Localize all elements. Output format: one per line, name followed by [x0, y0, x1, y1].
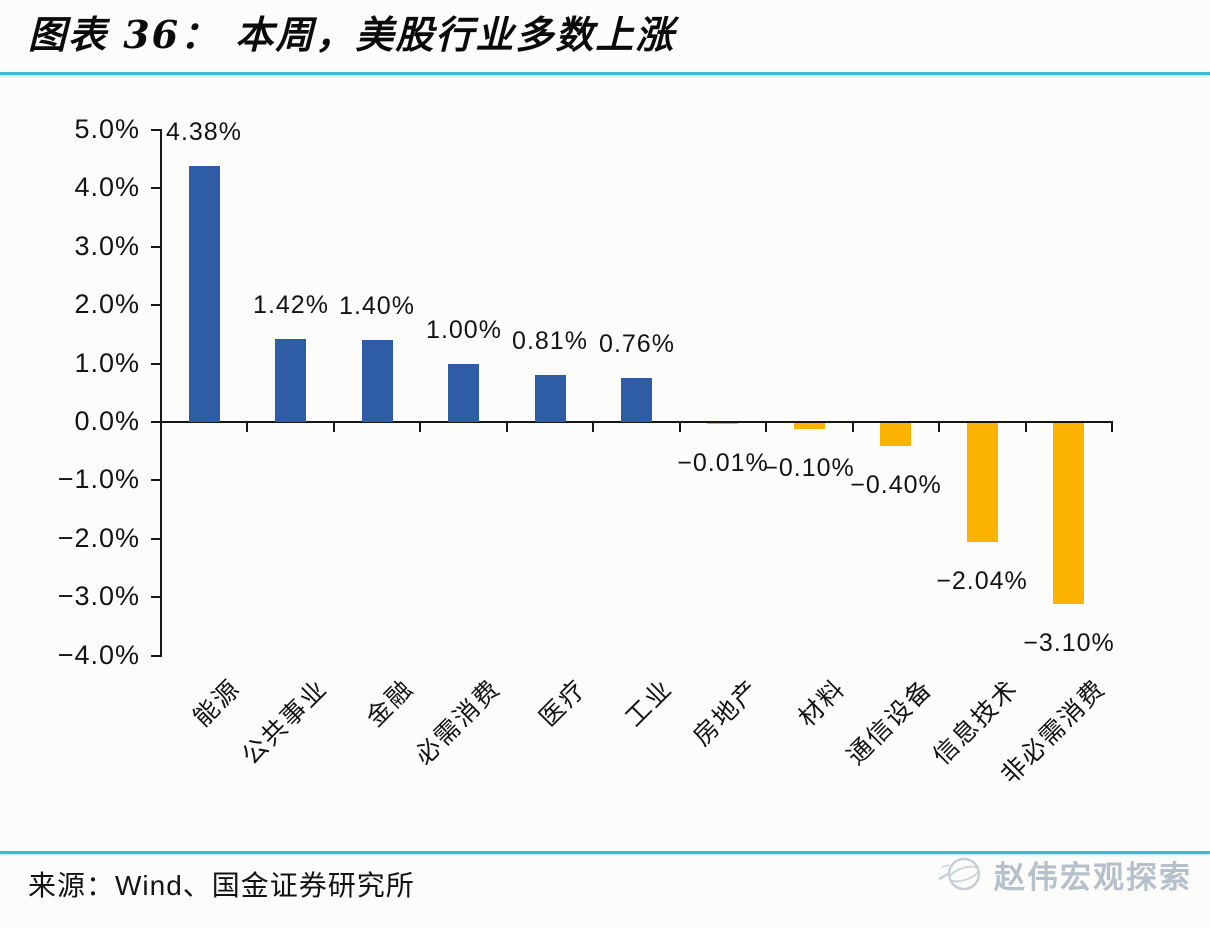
value-label-consumer-discretionary: −3.10%	[1023, 629, 1115, 657]
y-axis-tick	[151, 187, 160, 190]
y-tick-label: 2.0%	[74, 289, 140, 320]
value-label-materials: −0.10%	[763, 454, 855, 482]
x-axis-zero-line	[160, 421, 1113, 423]
category-label-industrials: 工业	[620, 674, 679, 733]
value-label-industrials: 0.76%	[599, 330, 675, 358]
value-label-real-estate: −0.01%	[677, 449, 769, 477]
y-tick-label: 4.0%	[74, 172, 140, 203]
y-tick-label: 0.0%	[74, 406, 140, 436]
y-tick-label: 3.0%	[74, 230, 140, 261]
y-axis-tick	[151, 537, 160, 540]
bar-telecom-equipment	[880, 423, 911, 446]
x-axis-tick	[678, 421, 681, 432]
watermark: 赵伟宏观探索	[936, 848, 1192, 900]
bar-industrials	[621, 378, 652, 422]
bar-consumer-discretionary	[1053, 423, 1084, 604]
x-axis-tick	[765, 421, 768, 432]
source-note: 来源：Wind、国金证券研究所	[28, 870, 415, 901]
bar-consumer-staples	[448, 364, 479, 422]
bar-healthcare	[535, 375, 566, 422]
bar-energy	[189, 166, 220, 422]
y-axis-tick	[151, 304, 160, 307]
y-axis-tick	[151, 245, 160, 248]
globe-icon	[938, 857, 981, 891]
category-label-consumer-staples: 必需消费	[409, 674, 506, 771]
y-axis-tick	[151, 479, 160, 482]
value-label-info-tech: −2.04%	[936, 567, 1028, 595]
value-label-healthcare: 0.81%	[512, 327, 588, 355]
value-label-financials: 1.40%	[339, 292, 415, 320]
category-label-materials: 材料	[793, 674, 852, 733]
y-tick-label: 1.0%	[74, 347, 140, 378]
chart-title: 图表 36： 本周，美股行业多数上涨	[28, 12, 676, 57]
x-axis-tick	[332, 421, 335, 432]
category-label-real-estate: 房地产	[687, 674, 766, 752]
category-label-utilities: 公共事业	[236, 674, 333, 771]
bar-real-estate	[707, 423, 738, 424]
x-axis-tick	[938, 421, 941, 432]
title-divider-line	[0, 72, 1210, 75]
value-label-consumer-staples: 1.00%	[426, 316, 502, 344]
footer-divider-line	[0, 851, 1210, 854]
x-axis-tick	[246, 421, 249, 432]
x-axis-tick	[592, 421, 595, 432]
y-axis-tick	[151, 128, 160, 131]
value-label-telecom-equipment: −0.40%	[850, 471, 942, 499]
category-label-energy: 能源	[188, 674, 247, 733]
y-axis-tick	[151, 654, 160, 657]
category-label-financials: 金融	[361, 674, 420, 733]
bar-materials	[794, 423, 825, 429]
x-axis-tick	[1024, 421, 1027, 432]
x-axis-tick	[419, 421, 422, 432]
y-axis-line	[160, 129, 162, 657]
category-label-healthcare: 医疗	[534, 674, 593, 733]
category-label-telecom-equipment: 通信设备	[841, 674, 938, 771]
value-label-energy: 4.38%	[166, 118, 242, 146]
y-axis-tick	[151, 596, 160, 599]
value-label-utilities: 1.42%	[253, 291, 329, 319]
y-tick-label: −4.0%	[57, 639, 140, 670]
y-tick-label: 5.0%	[74, 113, 140, 144]
x-axis-tick	[851, 421, 854, 432]
y-tick-label: −3.0%	[57, 581, 140, 612]
bar-utilities	[275, 339, 306, 422]
bar-info-tech	[967, 423, 998, 542]
x-axis-tick	[1111, 421, 1113, 432]
bar-financials	[362, 340, 393, 422]
watermark-text: 赵伟宏观探索	[994, 859, 1192, 895]
y-tick-label: −2.0%	[57, 522, 140, 553]
y-tick-label: −1.0%	[57, 464, 140, 495]
x-axis-tick	[505, 421, 508, 432]
y-axis-tick	[151, 421, 160, 423]
y-axis-tick	[151, 362, 160, 365]
